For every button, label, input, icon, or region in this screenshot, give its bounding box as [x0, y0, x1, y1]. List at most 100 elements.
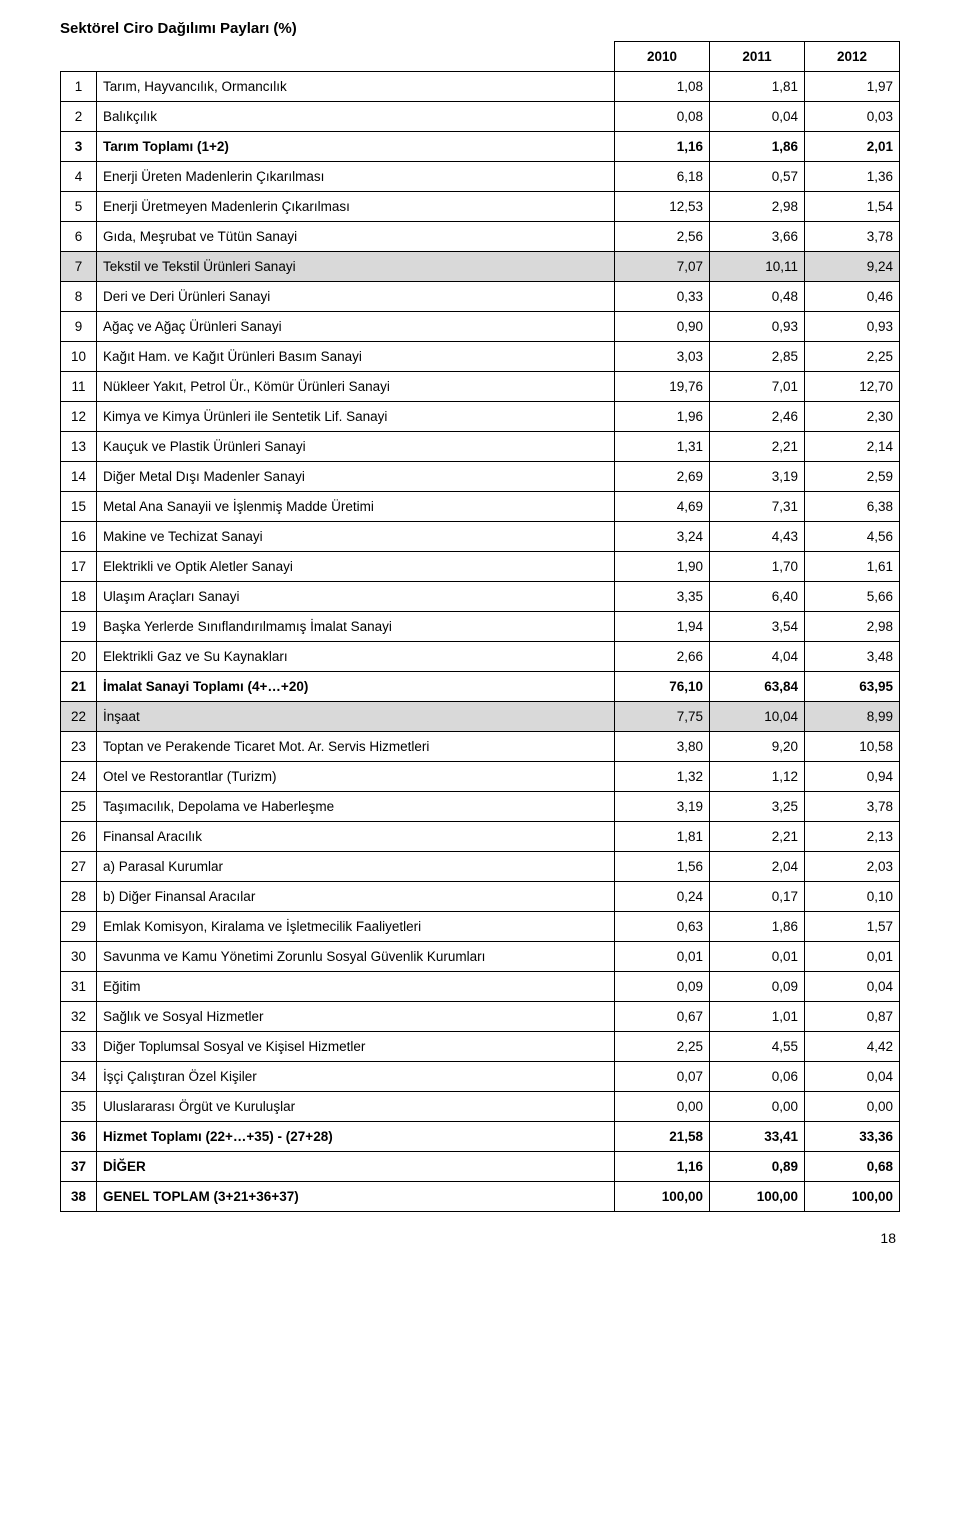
row-value: 1,81 — [615, 822, 710, 852]
row-value: 1,90 — [615, 552, 710, 582]
table-row: 29Emlak Komisyon, Kiralama ve İşletmecil… — [61, 912, 900, 942]
row-value: 0,17 — [710, 882, 805, 912]
row-index: 18 — [61, 582, 97, 612]
row-value: 1,61 — [805, 552, 900, 582]
row-index: 23 — [61, 732, 97, 762]
row-index: 8 — [61, 282, 97, 312]
row-value: 0,07 — [615, 1062, 710, 1092]
row-value: 0,87 — [805, 1002, 900, 1032]
row-value: 1,81 — [710, 72, 805, 102]
row-value: 0,01 — [615, 942, 710, 972]
page-number: 18 — [60, 1230, 900, 1246]
row-index: 30 — [61, 942, 97, 972]
row-value: 63,95 — [805, 672, 900, 702]
row-label: Diğer Toplumsal Sosyal ve Kişisel Hizmet… — [97, 1032, 615, 1062]
table-row: 23Toptan ve Perakende Ticaret Mot. Ar. S… — [61, 732, 900, 762]
row-label: Elektrikli ve Optik Aletler Sanayi — [97, 552, 615, 582]
table-row: 8Deri ve Deri Ürünleri Sanayi0,330,480,4… — [61, 282, 900, 312]
table-row: 4Enerji Üreten Madenlerin Çıkarılması6,1… — [61, 162, 900, 192]
row-label: İmalat Sanayi Toplamı (4+…+20) — [97, 672, 615, 702]
table-row: 24Otel ve Restorantlar (Turizm)1,321,120… — [61, 762, 900, 792]
row-label: Otel ve Restorantlar (Turizm) — [97, 762, 615, 792]
row-label: Enerji Üreten Madenlerin Çıkarılması — [97, 162, 615, 192]
table-row: 1Tarım, Hayvancılık, Ormancılık1,081,811… — [61, 72, 900, 102]
row-value: 1,08 — [615, 72, 710, 102]
row-label: Elektrikli Gaz ve Su Kaynakları — [97, 642, 615, 672]
row-value: 12,53 — [615, 192, 710, 222]
row-value: 2,98 — [805, 612, 900, 642]
row-value: 2,69 — [615, 462, 710, 492]
row-value: 1,96 — [615, 402, 710, 432]
row-label: İşçi Çalıştıran Özel Kişiler — [97, 1062, 615, 1092]
row-label: a) Parasal Kurumlar — [97, 852, 615, 882]
row-value: 2,04 — [710, 852, 805, 882]
row-label: Makine ve Techizat Sanayi — [97, 522, 615, 552]
row-label: Emlak Komisyon, Kiralama ve İşletmecilik… — [97, 912, 615, 942]
row-value: 3,24 — [615, 522, 710, 552]
row-label: Kağıt Ham. ve Kağıt Ürünleri Basım Sanay… — [97, 342, 615, 372]
table-row: 2Balıkçılık0,080,040,03 — [61, 102, 900, 132]
table-row: 3Tarım Toplamı (1+2)1,161,862,01 — [61, 132, 900, 162]
table-row: 17Elektrikli ve Optik Aletler Sanayi1,90… — [61, 552, 900, 582]
row-index: 33 — [61, 1032, 97, 1062]
row-value: 0,89 — [710, 1152, 805, 1182]
table-row: 33Diğer Toplumsal Sosyal ve Kişisel Hizm… — [61, 1032, 900, 1062]
row-value: 2,25 — [615, 1032, 710, 1062]
row-label: Gıda, Meşrubat ve Tütün Sanayi — [97, 222, 615, 252]
row-label: İnşaat — [97, 702, 615, 732]
row-value: 0,00 — [710, 1092, 805, 1122]
row-label: Enerji Üretmeyen Madenlerin Çıkarılması — [97, 192, 615, 222]
document-page: Sektörel Ciro Dağılımı Payları (%) 2010 … — [0, 0, 960, 1266]
table-row: 18Ulaşım Araçları Sanayi3,356,405,66 — [61, 582, 900, 612]
row-value: 2,14 — [805, 432, 900, 462]
row-value: 9,20 — [710, 732, 805, 762]
row-value: 3,54 — [710, 612, 805, 642]
header-year-2012: 2012 — [805, 42, 900, 72]
row-value: 0,90 — [615, 312, 710, 342]
table-row: 35Uluslararası Örgüt ve Kuruluşlar0,000,… — [61, 1092, 900, 1122]
table-row: 38GENEL TOPLAM (3+21+36+37)100,00100,001… — [61, 1182, 900, 1212]
row-value: 0,04 — [710, 102, 805, 132]
table-row: 28b) Diğer Finansal Aracılar0,240,170,10 — [61, 882, 900, 912]
row-index: 13 — [61, 432, 97, 462]
row-value: 4,69 — [615, 492, 710, 522]
row-index: 4 — [61, 162, 97, 192]
row-value: 0,93 — [805, 312, 900, 342]
header-blank — [61, 42, 615, 72]
table-row: 37DİĞER1,160,890,68 — [61, 1152, 900, 1182]
row-value: 3,19 — [710, 462, 805, 492]
table-row: 9Ağaç ve Ağaç Ürünleri Sanayi0,900,930,9… — [61, 312, 900, 342]
row-value: 2,21 — [710, 432, 805, 462]
row-label: Ulaşım Araçları Sanayi — [97, 582, 615, 612]
page-title: Sektörel Ciro Dağılımı Payları (%) — [60, 20, 900, 37]
table-row: 14Diğer Metal Dışı Madenler Sanayi2,693,… — [61, 462, 900, 492]
row-index: 15 — [61, 492, 97, 522]
row-value: 1,32 — [615, 762, 710, 792]
row-value: 1,70 — [710, 552, 805, 582]
row-value: 0,09 — [710, 972, 805, 1002]
table-row: 21İmalat Sanayi Toplamı (4+…+20)76,1063,… — [61, 672, 900, 702]
row-value: 1,57 — [805, 912, 900, 942]
row-index: 28 — [61, 882, 97, 912]
row-label: Metal Ana Sanayii ve İşlenmiş Madde Üret… — [97, 492, 615, 522]
row-value: 7,01 — [710, 372, 805, 402]
row-index: 2 — [61, 102, 97, 132]
row-index: 19 — [61, 612, 97, 642]
row-index: 35 — [61, 1092, 97, 1122]
row-index: 26 — [61, 822, 97, 852]
row-value: 1,16 — [615, 1152, 710, 1182]
table-row: 12Kimya ve Kimya Ürünleri ile Sentetik L… — [61, 402, 900, 432]
row-value: 1,16 — [615, 132, 710, 162]
row-value: 3,25 — [710, 792, 805, 822]
row-label: Kimya ve Kimya Ürünleri ile Sentetik Lif… — [97, 402, 615, 432]
row-label: Tarım Toplamı (1+2) — [97, 132, 615, 162]
row-label: Uluslararası Örgüt ve Kuruluşlar — [97, 1092, 615, 1122]
table-row: 16Makine ve Techizat Sanayi3,244,434,56 — [61, 522, 900, 552]
row-value: 1,94 — [615, 612, 710, 642]
row-index: 16 — [61, 522, 97, 552]
row-value: 0,00 — [615, 1092, 710, 1122]
sector-share-table: 2010 2011 2012 1Tarım, Hayvancılık, Orma… — [60, 41, 900, 1212]
row-label: Sağlık ve Sosyal Hizmetler — [97, 1002, 615, 1032]
row-value: 7,75 — [615, 702, 710, 732]
row-value: 10,11 — [710, 252, 805, 282]
